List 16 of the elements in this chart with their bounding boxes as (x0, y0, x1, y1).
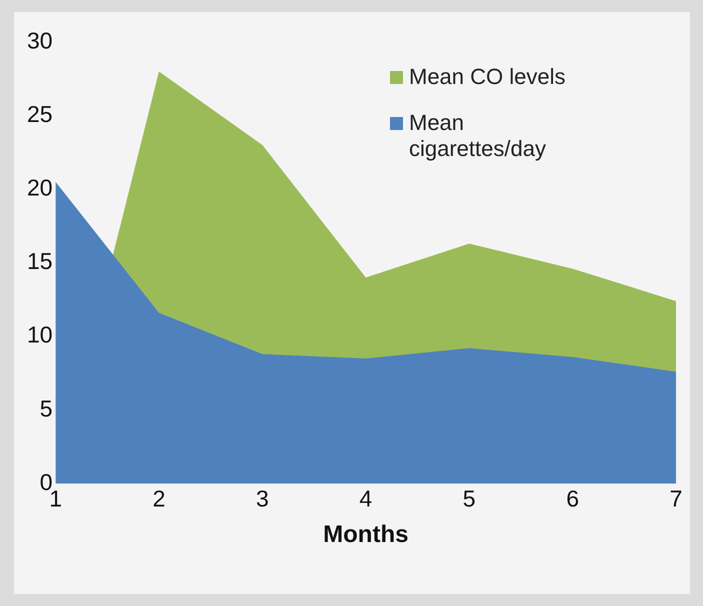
y-tick-label: 15 (26, 248, 53, 274)
legend-label: Mean CO levels (409, 64, 566, 90)
legend-label: Mean cigarettes/day (409, 110, 547, 162)
x-axis-title: Months (323, 521, 408, 548)
y-tick-label: 0 (40, 468, 53, 495)
x-tick-label: 4 (359, 486, 372, 512)
x-tick-label: 7 (670, 486, 682, 512)
x-tick-label: 3 (256, 486, 269, 512)
x-tick-label: 6 (566, 486, 579, 512)
y-tick-label: 30 (26, 27, 53, 54)
x-tick-label: 2 (152, 486, 166, 512)
y-tick-label: 5 (40, 395, 53, 422)
y-tick-label: 20 (26, 174, 53, 201)
y-tick-label: 10 (26, 322, 53, 348)
x-tick-label: 5 (462, 486, 476, 512)
y-tick-label: 25 (26, 100, 53, 127)
